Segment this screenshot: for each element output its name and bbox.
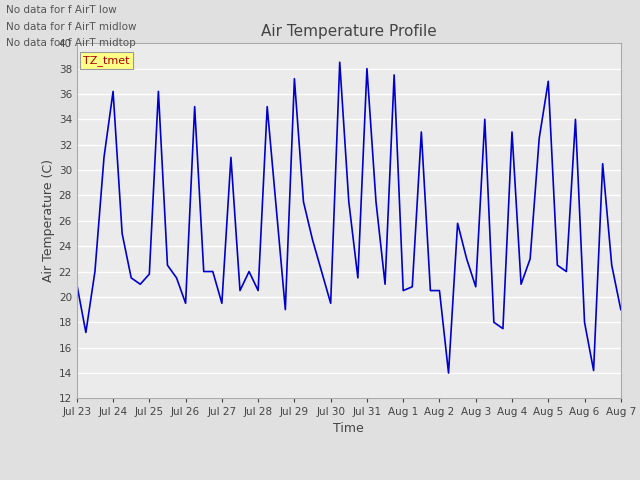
- Text: No data for f AirT midtop: No data for f AirT midtop: [6, 38, 136, 48]
- X-axis label: Time: Time: [333, 421, 364, 434]
- Text: No data for f AirT midlow: No data for f AirT midlow: [6, 22, 137, 32]
- Y-axis label: Air Temperature (C): Air Temperature (C): [42, 159, 54, 282]
- Text: TZ_tmet: TZ_tmet: [83, 55, 130, 66]
- Legend: AirT 22m: AirT 22m: [298, 476, 399, 480]
- Text: No data for f AirT low: No data for f AirT low: [6, 5, 117, 15]
- Title: Air Temperature Profile: Air Temperature Profile: [261, 24, 436, 39]
